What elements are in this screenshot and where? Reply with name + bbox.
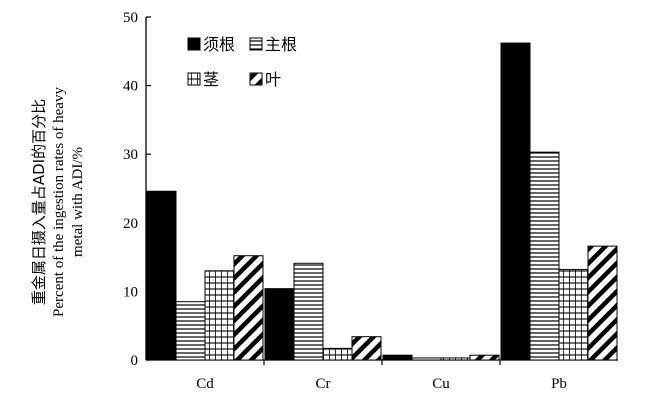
y-axis-title-en-1: Percent of the ingestion rates of heavy <box>51 87 67 317</box>
legend-swatch-1 <box>187 37 201 51</box>
y-tick-label: 20 <box>123 216 138 232</box>
y-axis-title-en-2: metal with ADI/% <box>70 147 86 257</box>
bar-pb-1 <box>500 42 531 361</box>
bar-pb-3 <box>558 268 589 361</box>
bar-cr-1 <box>264 288 295 361</box>
legend-label-3: 茎 <box>203 70 219 89</box>
y-tick-label: 30 <box>123 147 138 163</box>
y-tick-label: 40 <box>123 79 138 95</box>
x-tick-label-cr: Cr <box>316 376 331 392</box>
bar-cd-1 <box>146 190 177 361</box>
bar-pb-4 <box>587 245 618 361</box>
legend-label-1: 须根 <box>203 35 235 54</box>
y-tick-label: 0 <box>131 353 139 369</box>
bar-cu-4 <box>469 354 500 361</box>
legend-swatch-3 <box>187 72 201 86</box>
y-tick-label: 10 <box>123 284 138 300</box>
plot-area: 0 10 20 30 40 50 Cd Cr Cu Pb <box>123 10 618 392</box>
legend-label-4: 叶 <box>265 70 281 89</box>
y-axis-title: 重金属日摄入量占ADI的百分比 Percent of the ingestion… <box>30 87 86 317</box>
bar-cu-3 <box>440 357 471 361</box>
bar-cu-1 <box>382 354 413 361</box>
bar-cd-4 <box>233 255 264 361</box>
x-tick-label-pb: Pb <box>551 376 567 392</box>
x-tick-label-cu: Cu <box>432 376 450 392</box>
bar-cu-2 <box>411 357 442 361</box>
bar-cd-3 <box>204 270 235 361</box>
bar-cd-2 <box>175 301 206 361</box>
bar-cr-4 <box>351 336 382 361</box>
y-axis-title-zh: 重金属日摄入量占ADI的百分比 <box>30 99 48 305</box>
bar-pb-2 <box>529 151 560 361</box>
bar-cr-3 <box>322 347 353 361</box>
x-tick-label-cd: Cd <box>196 376 214 392</box>
legend-label-2: 主根 <box>265 35 297 54</box>
bar-cr-2 <box>293 262 324 361</box>
y-tick-label: 50 <box>123 10 138 26</box>
legend-swatch-4 <box>249 72 263 86</box>
legend: 须根 主根茎 叶 <box>187 35 297 89</box>
legend-swatch-2 <box>249 37 263 51</box>
